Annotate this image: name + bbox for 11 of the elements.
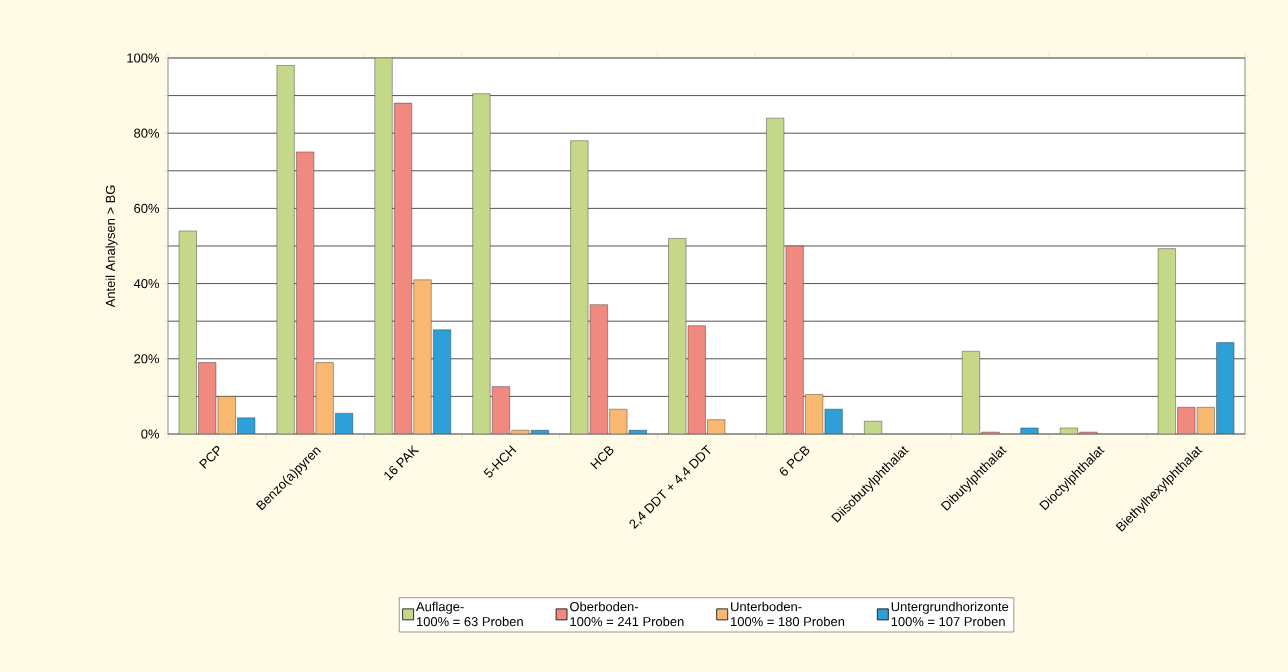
y-tick-label: 60% — [134, 203, 160, 213]
legend-label: Unterboden- 100% = 180 Proben — [731, 601, 845, 627]
y-tick-label: 40% — [133, 279, 160, 289]
y-axis-title: Anteil Analysen > BG — [105, 185, 118, 308]
y-tick-label: 0% — [141, 429, 160, 439]
legend-label: Auflage- 100% = 63 Proben — [416, 601, 523, 627]
y-tick-label: 80% — [134, 128, 160, 138]
y-tick-label: 100% — [127, 53, 160, 63]
y-tick-label: 20% — [134, 354, 160, 364]
legend-label: Oberboden- 100% = 241 Proben — [570, 601, 684, 627]
legend-label: Untergrundhorizonte 100% = 107 Proben — [891, 601, 1009, 627]
